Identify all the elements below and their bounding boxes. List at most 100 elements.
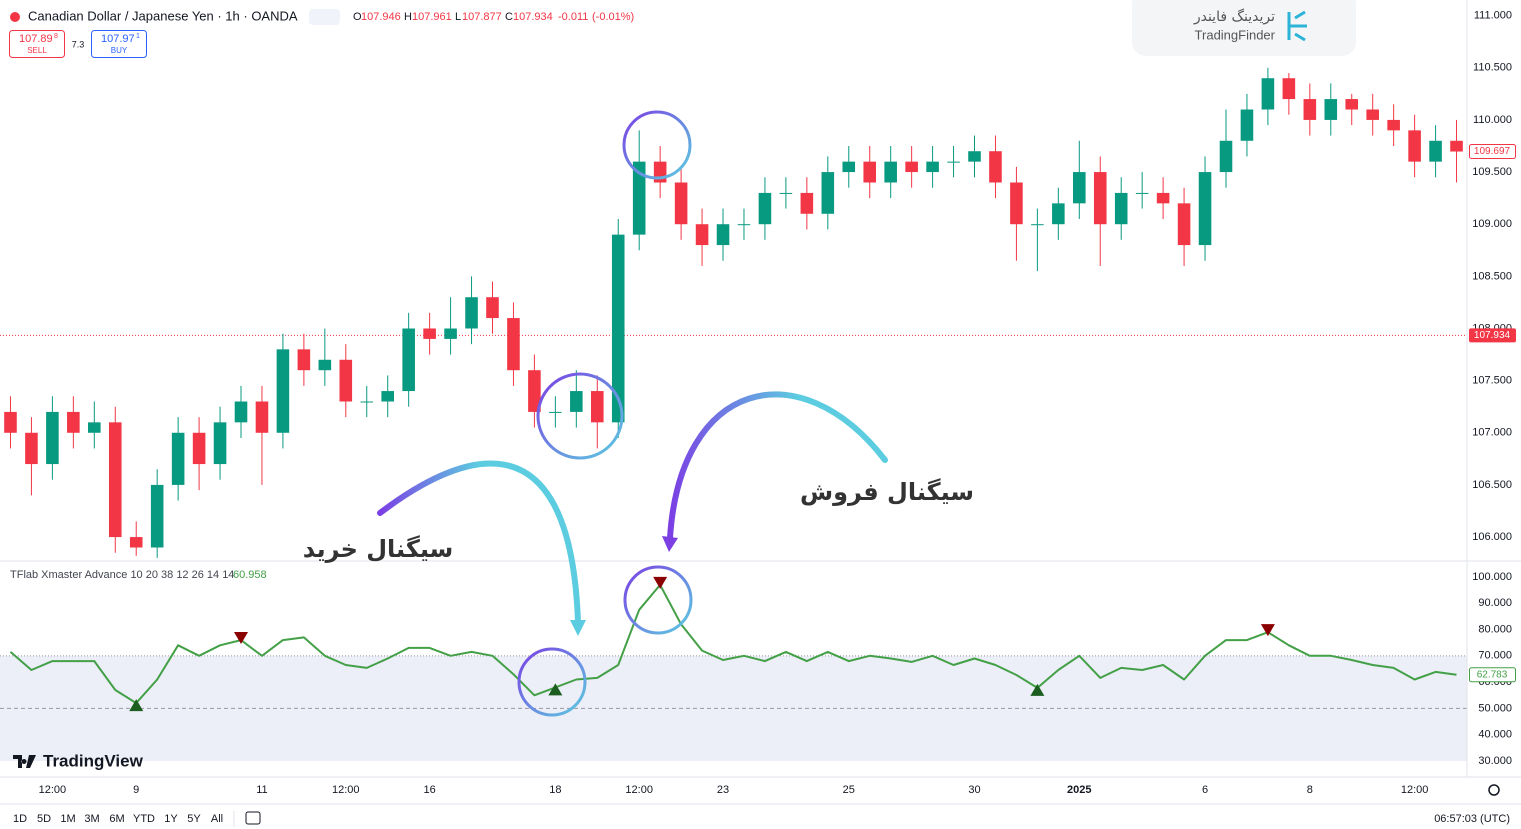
candle-body (402, 328, 415, 392)
y-tick-label: 30.000 (1478, 755, 1512, 767)
price-line-tag (1469, 328, 1516, 343)
highlight-circle (536, 372, 624, 460)
candle-body (800, 192, 814, 214)
candle-body (842, 161, 856, 173)
candle-body (1303, 99, 1317, 120)
ohlc-label: L (455, 11, 461, 23)
candle-body (989, 151, 1002, 183)
candle-body (381, 391, 394, 402)
x-tick-label: 12:00 (332, 784, 360, 796)
candle-body (46, 411, 59, 465)
sell-marker (234, 632, 249, 645)
watermark-en: TradingFinder (1195, 27, 1276, 42)
candle-body (1240, 109, 1254, 141)
buy-marker (1030, 683, 1045, 696)
range-button[interactable]: All (211, 813, 223, 825)
candle-body (465, 297, 478, 329)
ohlc-value: 107.946 (361, 11, 401, 23)
range-button[interactable]: 1D (13, 813, 27, 825)
candle-body (486, 297, 499, 319)
candle-body (863, 161, 877, 183)
last-value-label: 62.783 (1477, 669, 1508, 680)
candle-body (1450, 140, 1463, 152)
candle-body (737, 224, 751, 226)
settings-icon[interactable] (1488, 784, 1500, 796)
sell-price: 107.89 (19, 33, 53, 45)
watermark-logo (1287, 10, 1307, 42)
calendar-icon[interactable] (245, 811, 261, 825)
candle-body (1366, 109, 1379, 120)
range-button[interactable]: 3M (84, 813, 99, 825)
candle-body (4, 411, 17, 433)
ohlc-value: 107.877 (462, 11, 502, 23)
x-tick-label: 6 (1202, 784, 1208, 796)
candle-body (1135, 192, 1149, 194)
x-tick-label: 2025 (1067, 784, 1091, 796)
range-button[interactable]: YTD (133, 813, 155, 825)
buy-label: BUY (111, 46, 128, 55)
candle-body (150, 484, 164, 548)
y-tick-label: 40.000 (1478, 729, 1512, 741)
x-tick-label: 11 (256, 784, 267, 796)
candle-body (67, 411, 80, 433)
y-tick-label: 106.500 (1472, 479, 1512, 491)
highlight-circle (623, 565, 693, 635)
candle-body (1010, 182, 1023, 225)
candle-body (779, 192, 793, 194)
candle-body (1093, 172, 1107, 225)
candle-body (821, 172, 835, 214)
candle-body (968, 151, 981, 162)
ohlc-label: O (353, 11, 362, 23)
buy-price: 107.97 (101, 33, 135, 45)
y-tick-label: 100.000 (1472, 571, 1512, 583)
range-button[interactable]: 6M (109, 813, 124, 825)
buy-signal-label: سیگنال خرید (303, 535, 453, 563)
tv-logo-icon (13, 755, 36, 768)
y-tick-label: 90.000 (1478, 597, 1512, 609)
candle-body (423, 328, 436, 339)
ohlc-value: 107.961 (412, 11, 452, 23)
candle-body (1198, 172, 1212, 246)
watermark-fa: تریدینگ فایندر (1193, 8, 1275, 25)
range-button[interactable]: 1Y (164, 813, 178, 825)
x-tick-label: 12:00 (625, 784, 653, 796)
candle-body (444, 328, 457, 339)
candle-body (1219, 140, 1233, 173)
candle-body (171, 432, 185, 485)
candle-body (255, 401, 269, 433)
candle-body (1031, 224, 1044, 226)
candle-body (360, 401, 374, 403)
candle-body (108, 422, 122, 538)
buy-price-sup: 1 (136, 33, 140, 40)
range-button[interactable]: 5D (37, 813, 51, 825)
candle-body (611, 234, 625, 423)
last-price-tag (1469, 144, 1516, 160)
candle-body (507, 318, 520, 371)
range-button[interactable]: 1M (60, 813, 75, 825)
candle-body (192, 432, 206, 465)
indicator-value: 60.958 (233, 569, 267, 581)
y-tick-label: 106.000 (1472, 531, 1512, 543)
buy-arrowhead (570, 620, 586, 636)
sell-marker (653, 576, 668, 589)
candle-body (926, 161, 939, 173)
sell-button[interactable] (9, 30, 65, 58)
compare-badge[interactable] (309, 9, 340, 25)
x-tick-label: 9 (133, 784, 139, 796)
candle-body (276, 349, 290, 433)
range-button[interactable]: 5Y (187, 813, 201, 825)
sell-marker (1260, 624, 1275, 637)
band-fill (0, 655, 1467, 761)
highlight-circle (622, 110, 692, 180)
candle-body (1429, 140, 1442, 162)
sell-price-sup: 8 (54, 33, 58, 40)
x-tick-label: 23 (717, 784, 729, 796)
ohlc-label: H (404, 11, 412, 23)
x-tick-label: 12:00 (39, 784, 67, 796)
candle-body (884, 161, 897, 183)
candle-body (1345, 99, 1359, 110)
symbol-title: Canadian Dollar / Japanese Yen · 1h · OA… (28, 8, 298, 23)
buy-button[interactable] (91, 30, 147, 58)
candle-body (1177, 203, 1191, 246)
